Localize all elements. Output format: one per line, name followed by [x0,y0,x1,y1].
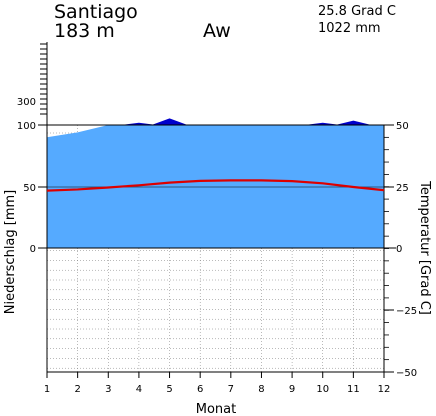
tick-label-month: 10 [316,384,329,395]
right-axis-label: Temperatur [Grad C] [417,180,432,315]
tick-label-precip: 100 [17,121,36,132]
tick-label-month: 2 [74,384,80,395]
perhumid-peak [304,122,341,125]
tick-label-temp: 0 [396,244,402,255]
perhumid-peak [120,122,157,125]
station-name: Santiago [54,1,138,23]
humid-season-fill [47,125,384,248]
x-axis-label: Monat [196,402,236,416]
annual-mean-temperature: 25.8 Grad C [318,4,396,19]
tick-label-temp: 50 [396,121,409,132]
tick-label-temp: −25 [396,306,417,317]
station-elevation: 183 m [54,20,115,42]
tick-label-month: 6 [197,384,203,395]
temperature-series [46,179,385,192]
perhumid-peak [335,120,372,125]
tick-label-month: 11 [347,384,360,395]
tick-marks [38,43,394,378]
annual-precipitation: 1022 mm [318,21,381,36]
climate-classification: Aw [203,20,231,42]
tick-label-month: 1 [44,384,50,395]
tick-label-temp: −50 [396,368,417,379]
tick-label-month: 3 [105,384,111,395]
precipitation-area [47,118,384,248]
tick-label-precip: 50 [23,183,36,194]
tick-label-precip: 0 [30,244,36,255]
tick-label-month: 5 [166,384,172,395]
tick-label-month: 8 [258,384,264,395]
tick-label-month: 9 [289,384,295,395]
left-axis-label: Niederschlag [mm] [3,190,18,315]
temperature-line [46,179,385,192]
tick-label-precip: 300 [17,97,36,108]
tick-label-month: 12 [378,384,391,395]
perhumid-peak [151,118,188,125]
tick-label-month: 7 [228,384,234,395]
tick-label-temp: 25 [396,183,409,194]
tick-label-month: 4 [136,384,142,395]
